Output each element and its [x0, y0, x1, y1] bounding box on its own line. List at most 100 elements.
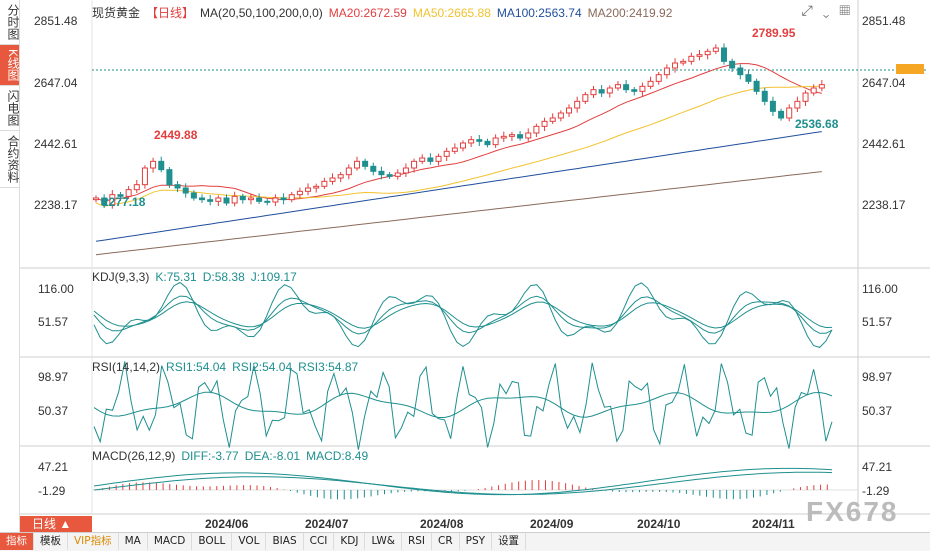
- bottom-tab-14[interactable]: 设置: [492, 533, 527, 550]
- rsi-y-left-0: 98.97: [38, 370, 69, 384]
- candle-body: [402, 167, 409, 174]
- candle-body: [492, 137, 499, 146]
- bottom-tab-1[interactable]: 模板: [34, 533, 68, 550]
- left-tab-0[interactable]: 分时图: [0, 0, 20, 45]
- kdj-j: J:109.17: [250, 270, 297, 284]
- bottom-tab-8[interactable]: CCI: [304, 533, 335, 550]
- bottom-tab-9[interactable]: KDJ: [334, 533, 366, 550]
- period-button[interactable]: 日线 ▲: [20, 516, 92, 532]
- candle-body: [313, 185, 320, 189]
- candle-body: [769, 100, 776, 112]
- bottom-tab-4[interactable]: MACD: [148, 533, 193, 550]
- rsi1: RSI1:54.04: [166, 360, 227, 374]
- left-tab-3[interactable]: 合约资料: [0, 131, 20, 189]
- main-y-right-1: 2647.04: [862, 76, 906, 90]
- bottom-tab-5[interactable]: BOLL: [192, 533, 233, 550]
- candle-body: [460, 142, 466, 149]
- x-label-2: 2024/08: [420, 517, 464, 531]
- candle-body: [802, 92, 809, 102]
- bottom-tab-3[interactable]: MA: [119, 533, 148, 550]
- candle-body: [133, 184, 140, 191]
- candle-body: [818, 84, 825, 89]
- candle-body: [272, 197, 279, 203]
- candle-body: [109, 194, 116, 206]
- left-low-annotation: 2277.18: [102, 195, 146, 209]
- rsi-y-right-1: 50.37: [862, 404, 893, 418]
- bottom-toolbar: 指标 模板 VIP指标 MA MACD BOLL VOL BIAS CCI KDJ LW& RSI CR…: [0, 532, 930, 551]
- candle-body: [174, 184, 181, 189]
- candle-body: [533, 125, 540, 134]
- expand-icon[interactable]: ⤢: [801, 2, 823, 18]
- macd-diff: DIFF:-3.77: [181, 449, 239, 463]
- bottom-tab-6[interactable]: VOL: [232, 533, 267, 550]
- rsi3-line: [93, 391, 833, 418]
- x-label-1: 2024/07: [305, 517, 349, 531]
- chevron-down-icon[interactable]: ⌄: [822, 2, 840, 18]
- candle-body: [117, 194, 124, 197]
- macd-y-left-1: -1.29: [38, 484, 66, 498]
- candle-body: [435, 155, 442, 162]
- ma100-value: MA100:2563.74: [496, 6, 582, 20]
- ma-config: MA(20,50,100,200,0,0): [200, 6, 323, 20]
- candle-body: [704, 50, 711, 56]
- x-label-3: 2024/09: [530, 517, 574, 531]
- kdj-j-line: [93, 281, 833, 348]
- candle-body: [729, 60, 736, 69]
- macd-y-right-1: -1.29: [862, 484, 890, 498]
- candle-body: [305, 187, 312, 192]
- candle-body: [590, 89, 597, 96]
- kdj-k: K:75.31: [155, 270, 197, 284]
- candle-body: [166, 169, 173, 186]
- grid-icon[interactable]: ▦: [839, 2, 860, 18]
- macd-value: MACD:8.49: [306, 449, 369, 463]
- bottom-tab-0[interactable]: 指标: [0, 533, 34, 550]
- macd-y-left-0: 47.21: [38, 460, 69, 474]
- left-tab-2[interactable]: 闪电图: [0, 86, 20, 132]
- rsi-title: RSI(14,14,2) RSI1:54.04 RSI2:54.04 RSI3:54.…: [92, 360, 364, 374]
- candle-body: [720, 47, 727, 62]
- rsi-label: RSI(14,14,2): [92, 360, 161, 374]
- bottom-tab-7[interactable]: BIAS: [266, 533, 304, 550]
- low-annotation: 2536.68: [795, 117, 839, 131]
- candle-body: [411, 160, 418, 169]
- x-label-5: 2024/11: [752, 517, 795, 531]
- chart-tool-icons: ⤢⌄▦: [802, 2, 860, 19]
- candle-body: [549, 117, 556, 122]
- candle-body: [288, 194, 295, 201]
- candle-body: [794, 100, 801, 109]
- candle-body: [443, 150, 450, 157]
- candle-body: [93, 197, 99, 201]
- candle-body: [606, 87, 613, 94]
- macd-title: MACD(26,12,9) DIFF:-3.77 DEA:-8.01 MACD:8.4…: [92, 449, 374, 463]
- rsi1-line: [93, 361, 833, 450]
- left-tab-bar: 分时图 K线图 闪电图 合约资料: [0, 0, 20, 532]
- candle-body: [247, 197, 254, 201]
- candle-body: [647, 80, 654, 87]
- macd-dea-line: [93, 471, 833, 495]
- main-y-left-1: 2647.04: [34, 76, 78, 90]
- main-y-right-2: 2442.61: [862, 137, 906, 151]
- candle-body: [778, 110, 785, 119]
- candle-body: [517, 134, 524, 139]
- candle-body: [476, 139, 483, 142]
- rsi3: RSI3:54.87: [298, 360, 359, 374]
- candle-body: [141, 167, 148, 186]
- ma200-line: [95, 171, 822, 256]
- ma20-value: MA20:2672.59: [328, 6, 407, 20]
- candle-body: [598, 89, 605, 94]
- ma20-line: [95, 63, 822, 202]
- bottom-tab-12[interactable]: CR: [432, 533, 460, 550]
- bottom-tab-10[interactable]: LW&: [365, 533, 402, 550]
- kdj-label: KDJ(9,3,3): [92, 270, 150, 284]
- bottom-tab-13[interactable]: PSY: [460, 533, 493, 550]
- candle-body: [215, 197, 222, 202]
- left-tab-1[interactable]: K线图: [0, 45, 20, 87]
- chart-area: [20, 0, 930, 515]
- candle-body: [753, 80, 760, 92]
- chart-canvas: [20, 0, 930, 515]
- bottom-tab-2[interactable]: VIP指标: [68, 533, 119, 550]
- kdj-k-line: [93, 295, 833, 335]
- bottom-tab-11[interactable]: RSI: [402, 533, 432, 550]
- left-high-annotation: 2449.88: [154, 128, 198, 142]
- candle-body: [696, 54, 703, 57]
